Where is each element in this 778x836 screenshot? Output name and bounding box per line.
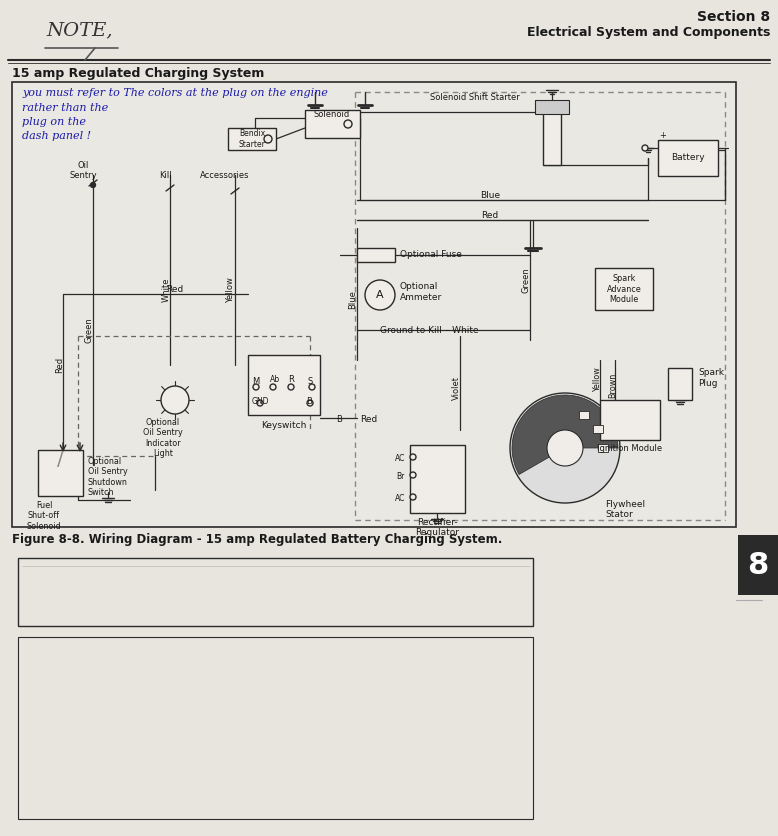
Text: Spark
Plug: Spark Plug [698, 369, 724, 388]
Text: you must refer to The colors at the plug on the engine: you must refer to The colors at the plug… [22, 88, 328, 98]
Text: NOTE,: NOTE, [47, 21, 114, 39]
Circle shape [410, 454, 416, 460]
Bar [535, 100, 569, 114]
Bar [18, 558, 533, 626]
Circle shape [288, 384, 294, 390]
Text: Bendix
Starter: Bendix Starter [239, 130, 265, 149]
Text: Fuel
Shut-off
Solenoid: Fuel Shut-off Solenoid [26, 501, 61, 531]
Bar [595, 268, 653, 310]
Bar [579, 411, 589, 419]
Text: Yellow: Yellow [594, 368, 602, 392]
Text: Brown: Brown [608, 372, 618, 398]
Circle shape [410, 494, 416, 500]
Circle shape [270, 384, 276, 390]
Circle shape [510, 393, 620, 503]
Text: plug on the: plug on the [22, 117, 86, 127]
Text: rather than the: rather than the [22, 103, 108, 113]
Text: Green: Green [521, 268, 531, 293]
Text: Electrical System and Components: Electrical System and Components [527, 26, 770, 39]
Circle shape [309, 384, 315, 390]
Bar [668, 368, 692, 400]
Bar [357, 248, 395, 262]
Text: Violet: Violet [451, 376, 461, 400]
Text: Flywheel
Stator: Flywheel Stator [605, 500, 645, 519]
Text: Br: Br [397, 472, 405, 481]
Text: B: B [306, 397, 312, 406]
Bar [38, 450, 83, 496]
Text: AC: AC [394, 454, 405, 463]
Circle shape [90, 182, 96, 187]
Text: AC: AC [394, 494, 405, 503]
Text: GND: GND [252, 397, 269, 406]
Text: Solenoid Shift Starter: Solenoid Shift Starter [430, 93, 520, 102]
Text: Optional
Oil Sentry
Shutdown
Switch: Optional Oil Sentry Shutdown Switch [88, 457, 128, 497]
Text: Optional
Ammeter: Optional Ammeter [400, 283, 442, 302]
Bar [543, 105, 561, 165]
Circle shape [253, 384, 259, 390]
Bar [228, 128, 276, 150]
Text: White: White [162, 278, 170, 303]
Text: M: M [252, 377, 259, 386]
Circle shape [307, 400, 313, 406]
Text: Ignition Module: Ignition Module [598, 444, 663, 453]
Text: Rectifier-
Regulator: Rectifier- Regulator [415, 518, 459, 538]
Text: dash panel !: dash panel ! [22, 131, 91, 141]
Wedge shape [512, 395, 618, 475]
Circle shape [161, 386, 189, 414]
Text: Red: Red [482, 212, 499, 221]
Bar [738, 535, 778, 595]
Bar [248, 355, 320, 415]
Text: Accessories: Accessories [200, 171, 250, 180]
Text: Ground to Kill – White: Ground to Kill – White [380, 326, 478, 335]
Text: Yellow: Yellow [226, 277, 236, 303]
Text: Optional
Oil Sentry
Indicator
Light: Optional Oil Sentry Indicator Light [143, 418, 183, 458]
Text: Blue: Blue [480, 191, 500, 201]
Text: Optional Fuse: Optional Fuse [400, 250, 462, 259]
Text: Solenoid: Solenoid [314, 110, 350, 119]
Circle shape [264, 135, 272, 143]
Bar [305, 110, 360, 138]
Text: Kill: Kill [159, 171, 171, 180]
Bar [658, 140, 718, 176]
Text: Battery: Battery [671, 154, 705, 162]
Text: Red: Red [166, 286, 184, 294]
Circle shape [365, 280, 395, 310]
Circle shape [344, 120, 352, 128]
Text: S: S [308, 377, 314, 386]
Bar [18, 637, 533, 819]
Text: 15 amp Regulated Charging System: 15 amp Regulated Charging System [12, 67, 265, 80]
Text: Section 8: Section 8 [697, 10, 770, 24]
Text: A: A [377, 290, 384, 300]
Text: +: + [659, 131, 666, 140]
Bar [598, 444, 608, 452]
Text: /: / [57, 450, 63, 469]
Bar [410, 445, 465, 513]
Text: Spark
Advance
Module: Spark Advance Module [607, 274, 641, 304]
Text: Green: Green [85, 317, 93, 343]
Text: Blue: Blue [349, 291, 358, 309]
Text: Figure 8-8. Wiring Diagram - 15 amp Regulated Battery Charging System.: Figure 8-8. Wiring Diagram - 15 amp Regu… [12, 533, 503, 546]
Text: 8: 8 [748, 550, 769, 579]
Bar [593, 425, 603, 433]
Text: Ab: Ab [270, 375, 280, 384]
Text: R: R [288, 375, 294, 384]
Text: Oil
Sentry: Oil Sentry [69, 161, 96, 180]
Text: Red: Red [360, 415, 377, 424]
Circle shape [642, 145, 648, 151]
Text: B: B [336, 415, 342, 424]
Circle shape [547, 430, 583, 466]
Bar [600, 400, 660, 440]
Text: Red: Red [55, 357, 65, 373]
Text: Keyswitch: Keyswitch [261, 421, 307, 430]
Circle shape [410, 472, 416, 478]
Bar [12, 82, 736, 527]
Circle shape [257, 400, 263, 406]
